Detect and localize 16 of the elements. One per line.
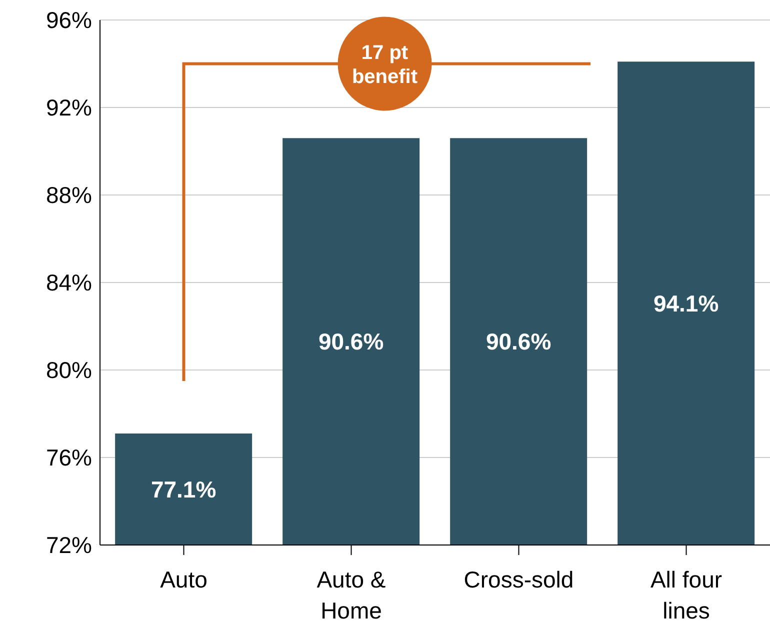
x-tick-label: Cross-sold — [464, 566, 574, 592]
data-label: 90.6% — [318, 328, 384, 355]
data-label: 90.6% — [486, 328, 552, 355]
y-tick-label: 72% — [46, 532, 92, 558]
y-tick-label: 84% — [46, 270, 92, 296]
x-tick-label: Auto & Home — [316, 566, 386, 624]
y-tick-label: 92% — [46, 94, 92, 121]
x-tick-label: Auto — [160, 566, 208, 592]
data-label: 94.1% — [653, 290, 719, 316]
y-tick-label: 80% — [46, 357, 92, 384]
y-tick-label: 88% — [46, 182, 92, 208]
annotation: 17 pt benefit — [352, 42, 418, 88]
data-label: 77.1% — [150, 476, 216, 502]
x-tick-label: All four lines — [650, 566, 722, 624]
y-tick-label: 96% — [46, 7, 92, 34]
y-tick-label: 76% — [46, 444, 92, 471]
